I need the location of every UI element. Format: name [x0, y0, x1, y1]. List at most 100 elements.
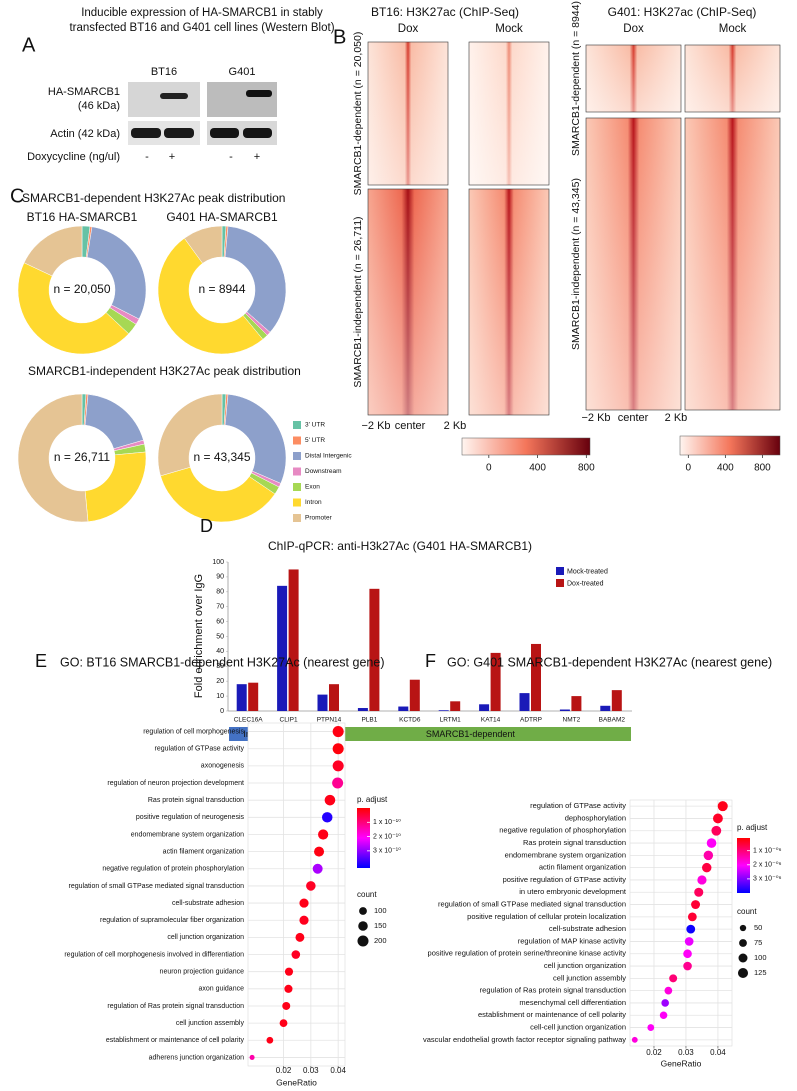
y-axis-label: Fold enrichment over IgG [193, 574, 205, 698]
colorbar-tick-label: 2 x 10⁻¹⁰ [373, 832, 401, 840]
term-label: cell junction organization [167, 934, 244, 941]
size-key-label: 125 [754, 968, 767, 977]
dot [299, 898, 309, 908]
dot [683, 949, 692, 959]
colorbar-tick-label: 800 [754, 463, 771, 474]
legend-title: p. adjust [357, 795, 388, 804]
dot [664, 986, 673, 995]
dot [686, 924, 696, 934]
term-label: cell-substrate adhesion [549, 924, 626, 933]
pie-center-label: n = 8944 [198, 282, 245, 296]
bar [571, 696, 582, 711]
heatmap-fade [585, 44, 682, 113]
column-title: BT16 HA-SMARCB1 [27, 210, 138, 224]
bar [288, 569, 299, 711]
term-label: cell junction organization [544, 961, 626, 970]
dot [703, 850, 714, 861]
legend-label: Dox-treated [567, 580, 604, 587]
term-label: regulation of Ras protein signal transdu… [107, 1003, 244, 1010]
heatmap-fade [367, 41, 449, 186]
bar [357, 708, 368, 711]
pie-slice [84, 451, 147, 522]
dot [332, 743, 344, 755]
term-label: cell-cell junction organization [530, 1023, 626, 1032]
term-label: endomembrane system organization [505, 850, 626, 859]
heatmap-x-label: center [395, 420, 426, 432]
pie-slice [184, 225, 223, 264]
legend-title: count [357, 890, 377, 899]
treatment-level: + [254, 151, 260, 163]
chart-title: ChIP-qPCR: anti-H3k27Ac (G401 HA-SMARCB1… [268, 539, 532, 553]
dot [687, 912, 697, 922]
size-key [738, 953, 748, 963]
panel-label: D [200, 516, 213, 536]
x-tick-label: 0.03 [303, 1066, 319, 1075]
term-label: neuron projection guidance [160, 969, 245, 976]
dot [314, 846, 325, 857]
cell-line-label: G401 [229, 66, 256, 78]
legend-label: Exon [305, 484, 320, 491]
x-tick-label: 0.02 [276, 1066, 292, 1075]
size-key-label: 75 [754, 938, 762, 947]
colorbar-tick-label: 2 x 10⁻⁰⁶ [753, 861, 782, 869]
dot [697, 875, 707, 885]
heatmap-fade [684, 117, 781, 411]
panel-title: Inducible expression of HA-SMARCB1 in st… [81, 7, 323, 19]
panel-label: F [425, 651, 436, 671]
x-tick-label: KAT14 [481, 717, 501, 724]
legend-label: 3' UTR [305, 422, 325, 429]
treatment-level: - [229, 151, 233, 163]
bar [398, 706, 409, 711]
blot-panel [128, 82, 200, 117]
colorbar [357, 808, 370, 868]
colorbar-tick-label: 400 [717, 463, 734, 474]
row-title: SMARCB1-dependent H3K27Ac peak distribut… [22, 191, 285, 205]
term-label: positive regulation of cellular protein … [467, 912, 626, 921]
x-tick-label: 0.04 [330, 1066, 346, 1075]
y-tick-label: 20 [216, 678, 224, 685]
bar [531, 643, 541, 711]
dot [299, 915, 309, 925]
bar [450, 701, 461, 711]
dot [282, 1001, 291, 1010]
x-axis-label: GeneRatio [276, 1077, 317, 1087]
legend-label: Promoter [305, 515, 333, 522]
heatmap-group-label: SMARCB1-dependent (n = 20,050) [352, 32, 364, 196]
bar [369, 588, 380, 711]
legend-label: Mock-treated [567, 568, 608, 575]
dot [295, 932, 305, 942]
pie-slice [23, 225, 83, 277]
x-tick-label: KCTD6 [399, 717, 421, 724]
dot [717, 801, 728, 812]
blot-band [243, 128, 272, 138]
colorbar-tick-label: 800 [578, 463, 595, 474]
dot [647, 1024, 655, 1031]
dot [661, 999, 669, 1007]
dot [683, 961, 692, 971]
dot [318, 829, 329, 840]
pie-slice [224, 394, 287, 484]
heatmap-title: BT16: H3K27ac (ChIP-Seq) [371, 5, 519, 19]
term-label: in utero embryonic development [519, 887, 627, 896]
bar [329, 684, 339, 711]
legend-swatch [293, 421, 301, 429]
term-label: regulation of MAP kinase activity [518, 936, 626, 945]
x-tick-label: LRTM1 [440, 717, 462, 724]
bar [409, 679, 420, 711]
legend-swatch [293, 498, 301, 507]
pie-center-label: n = 43,345 [193, 450, 250, 464]
legend-swatch [293, 483, 301, 491]
heatmap-fade [468, 188, 550, 416]
bar [479, 704, 490, 711]
colorbar [679, 435, 781, 456]
term-label: positive regulation of GTPase activity [503, 875, 627, 884]
size-key-label: 200 [374, 936, 387, 945]
dot [284, 984, 293, 993]
heatmap-x-label: 2 Kb [665, 412, 688, 424]
dot [694, 887, 704, 897]
condition-label: Mock [495, 23, 523, 35]
term-label: regulation of supramolecular fiber organ… [100, 917, 244, 924]
colorbar-tick-label: 1 x 10⁻⁰⁶ [753, 847, 782, 855]
x-tick-label: CLIP1 [280, 717, 298, 724]
